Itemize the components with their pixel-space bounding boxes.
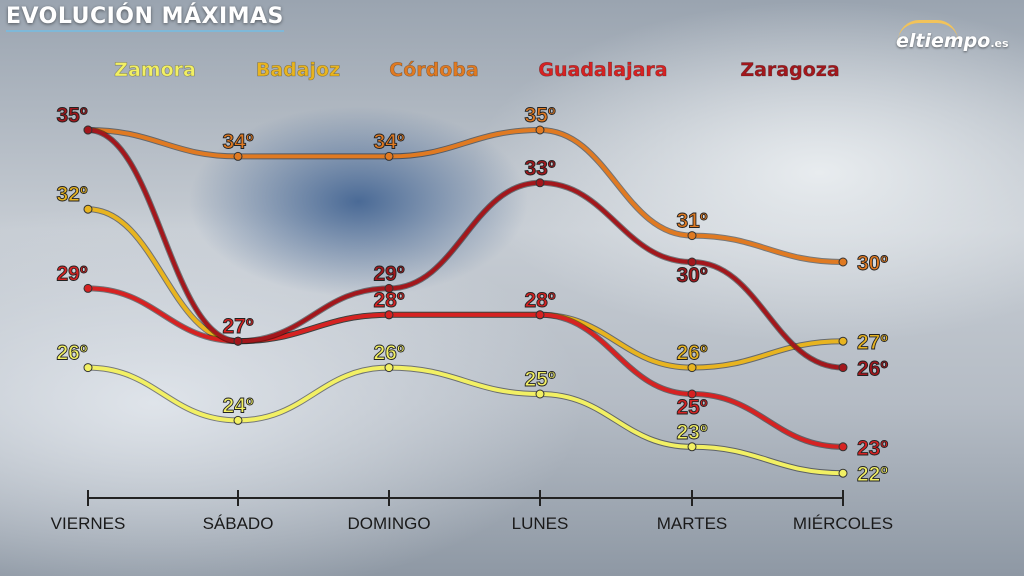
data-label: 33º [524, 157, 555, 180]
data-label: 34º [373, 130, 404, 153]
data-point [384, 310, 394, 320]
data-point [384, 283, 394, 293]
x-tick-label: DOMINGO [347, 514, 430, 533]
data-point [83, 204, 93, 214]
data-label: 31º [676, 210, 707, 233]
data-label: 27º [857, 331, 888, 354]
data-label: 30º [676, 264, 707, 287]
data-point [687, 442, 697, 452]
data-point [83, 283, 93, 293]
legend-zaragoza: Zaragoza [740, 59, 839, 81]
data-point [233, 415, 243, 425]
series-line-zaragoza [87, 128, 844, 370]
data-label: 28º [524, 289, 555, 312]
data-point [535, 178, 545, 188]
x-tick-label: MARTES [657, 514, 728, 533]
data-point [83, 363, 93, 373]
data-label: 26º [56, 342, 87, 365]
legend-córdoba: Córdoba [389, 59, 478, 81]
data-label: 32º [56, 183, 87, 206]
data-label: 27º [222, 315, 253, 338]
data-label: 35º [56, 104, 87, 127]
data-point [233, 151, 243, 161]
legend-zamora: Zamora [114, 59, 196, 81]
data-point [384, 151, 394, 161]
x-tick-label: LUNES [512, 514, 569, 533]
x-tick-label: VIERNES [51, 514, 126, 533]
data-point [535, 389, 545, 399]
data-point [687, 363, 697, 373]
data-label: 35º [524, 104, 555, 127]
data-point [687, 231, 697, 241]
legend-guadalajara: Guadalajara [538, 59, 667, 81]
series-line-guadalajara [87, 286, 844, 449]
data-point [838, 363, 848, 373]
data-label: 23º [676, 421, 707, 444]
data-label: 28º [373, 289, 404, 312]
data-label: 24º [222, 394, 253, 417]
series-shadow [87, 126, 844, 265]
data-label: 26º [857, 358, 888, 381]
data-point [83, 125, 93, 135]
x-tick-label: SÁBADO [203, 514, 274, 533]
data-point [838, 468, 848, 478]
data-label: 25º [676, 396, 707, 419]
data-label: 23º [857, 437, 888, 460]
data-label: 30º [857, 252, 888, 275]
logo-suffix: .es [990, 37, 1009, 50]
chart-title: EVOLUCIÓN MÁXIMAS [6, 4, 284, 32]
data-point [838, 257, 848, 267]
data-label: 26º [373, 342, 404, 365]
eltiempo-logo: eltiempo.es [896, 20, 1009, 52]
data-label: 29º [56, 262, 87, 285]
data-label: 34º [222, 130, 253, 153]
data-label: 29º [373, 262, 404, 285]
data-point [384, 363, 394, 373]
data-point [687, 257, 697, 267]
legend-badajoz: Badajoz [256, 59, 340, 81]
data-point [233, 336, 243, 346]
data-point [687, 389, 697, 399]
series-line-córdoba [87, 127, 844, 264]
data-label: 26º [676, 342, 707, 365]
x-tick-label: MIÉRCOLES [793, 514, 893, 533]
data-point [838, 442, 848, 452]
data-point [535, 310, 545, 320]
data-label: 22º [857, 463, 888, 486]
data-point [535, 125, 545, 135]
data-point [838, 336, 848, 346]
data-label: 25º [524, 368, 555, 391]
series-line-zamora [87, 365, 844, 476]
series-shadow [87, 364, 844, 477]
